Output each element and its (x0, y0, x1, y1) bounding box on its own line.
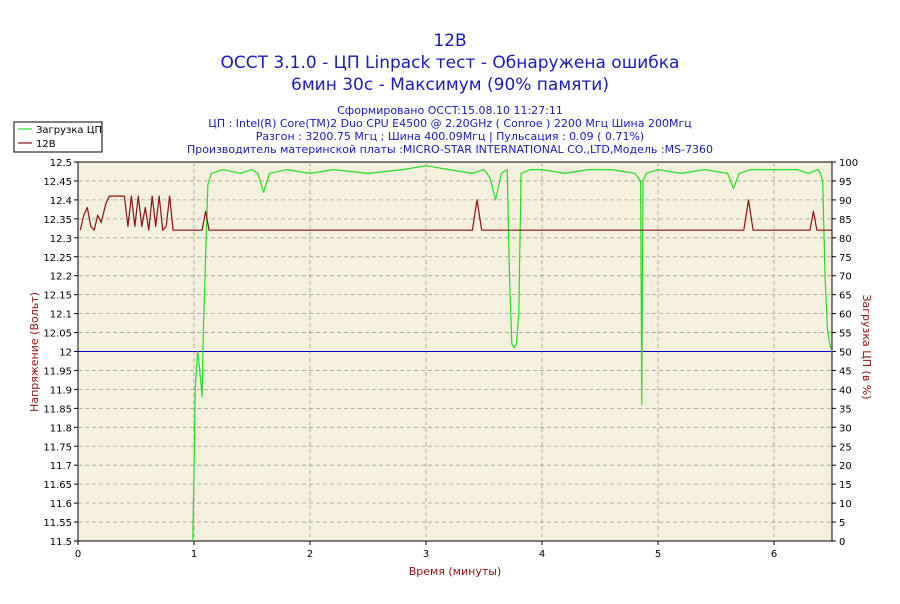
y-left-tick-label: 12.5 (50, 158, 72, 169)
y-left-tick-label: 12.15 (43, 291, 72, 302)
y-right-tick-label: 85 (839, 215, 852, 226)
y-right-tick-label: 90 (839, 196, 852, 207)
y-right-tick-label: 30 (839, 423, 852, 434)
y-right-tick-label: 10 (839, 499, 852, 510)
legend-label-cpu: Загрузка ЦП (36, 125, 102, 136)
y-right-tick-label: 75 (839, 253, 852, 264)
chart-title-line-3: 6мин 30с - Максимум (90% памяти) (291, 75, 609, 95)
chart-info-line-4: Производитель материнской платы :MICRO-S… (187, 143, 713, 156)
chart-titles: 12В OCCT 3.1.0 - ЦП Linpack тест - Обнар… (187, 31, 713, 156)
legend-box (13, 121, 103, 153)
x-tick-label: 1 (191, 549, 197, 560)
x-tick-label: 0 (75, 549, 81, 560)
y-left-tick-label: 11.5 (50, 537, 72, 548)
y-right-tick-label: 15 (839, 480, 852, 491)
y-left-tick-label: 11.9 (50, 385, 72, 396)
chart-info-line-3: Разгон : 3200.75 Мгц ; Шина 400.09Мгц | … (256, 130, 644, 143)
x-tick-label: 6 (771, 549, 777, 560)
y-right-tick-label: 25 (839, 442, 852, 453)
y-right-tick-label: 5 (839, 518, 845, 529)
x-tick-label: 3 (423, 549, 429, 560)
y-left-tick-label: 11.75 (43, 442, 72, 453)
y-right-tick-label: 95 (839, 177, 852, 188)
y-right-tick-label: 0 (839, 537, 845, 548)
y-right-tick-label: 80 (839, 234, 852, 245)
y-right-tick-label: 60 (839, 310, 852, 321)
y-right-tick-label: 55 (839, 329, 852, 340)
y-left-tick-label: 12.45 (43, 177, 72, 188)
chart-info-line-2: ЦП : Intel(R) Core(TM)2 Duo CPU E4500 @ … (208, 117, 691, 130)
chart-title-line-1: 12В (433, 31, 466, 51)
legend: Загрузка ЦП 12В (13, 121, 103, 153)
y-right-tick-label: 100 (839, 158, 858, 169)
y-left-tick-label: 11.85 (43, 404, 72, 415)
y-left-tick-label: 12.4 (50, 196, 72, 207)
y-left-tick-label: 11.55 (43, 518, 72, 529)
series-group (79, 165, 833, 542)
x-tick-label: 2 (307, 549, 313, 560)
chart-title-line-2: OCCT 3.1.0 - ЦП Linpack тест - Обнаружен… (221, 53, 680, 73)
x-axis-label: Время (минуты) (409, 565, 502, 578)
chart-info-line-1: Сформировано OCCT:15.08.10 11:27:11 (337, 104, 563, 117)
y-right-tick-label: 70 (839, 272, 852, 283)
y-right-tick-label: 45 (839, 366, 852, 377)
y-left-tick-label: 12.25 (43, 253, 72, 264)
y-left-tick-label: 11.7 (50, 461, 72, 472)
y-left-tick-label: 11.95 (43, 366, 72, 377)
y-right-tick-label: 35 (839, 404, 852, 415)
x-tick-label: 4 (539, 549, 545, 560)
y-left-tick-label: 11.8 (50, 423, 72, 434)
legend-label-12v: 12В (36, 139, 56, 150)
y-left-tick-label: 12.35 (43, 215, 72, 226)
y-left-tick-label: 12.2 (50, 272, 72, 283)
series-line-cpu-load (192, 165, 833, 542)
y-right-tick-label: 65 (839, 291, 852, 302)
series-line-12v (79, 195, 832, 231)
y-right-tick-label: 40 (839, 385, 852, 396)
y-left-tick-label: 12 (59, 348, 72, 359)
y-left-tick-label: 11.6 (50, 499, 72, 510)
y-axis-right-label: Загрузка ЦП (в %) (860, 294, 873, 399)
y-right-tick-label: 20 (839, 461, 852, 472)
y-axis-left-label: Напряжение (Вольт) (28, 292, 41, 412)
y-left-tick-label: 12.05 (43, 329, 72, 340)
x-tick-label: 5 (655, 549, 661, 560)
y-right-tick-label: 50 (839, 348, 852, 359)
y-left-tick-label: 11.65 (43, 480, 72, 491)
y-left-tick-label: 12.1 (50, 310, 72, 321)
y-left-tick-label: 12.3 (50, 234, 72, 245)
